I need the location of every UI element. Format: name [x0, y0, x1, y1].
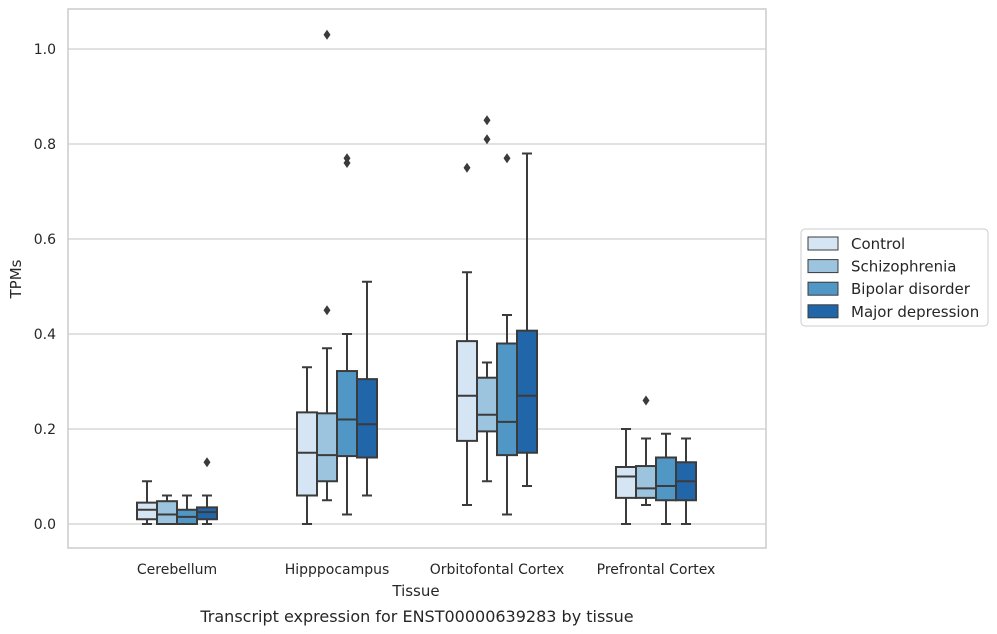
box — [516, 329, 538, 454]
box — [296, 411, 318, 497]
outlier-point — [203, 457, 211, 468]
outlier-point — [503, 153, 511, 164]
box — [316, 412, 338, 483]
box-group — [516, 152, 538, 487]
outlier-point — [642, 395, 650, 406]
box-group — [456, 162, 478, 506]
box — [336, 370, 358, 458]
gridlines — [68, 48, 766, 525]
legend-label: Schizophrenia — [851, 258, 956, 276]
box-group — [675, 437, 697, 525]
x-tick-label: Hipppocampus — [285, 562, 390, 578]
chart-caption: Transcript expression for ENST0000063928… — [199, 607, 633, 626]
box-group — [655, 432, 677, 525]
box — [635, 465, 657, 499]
box-group — [196, 457, 218, 525]
outlier-point — [323, 29, 331, 40]
x-axis-title: Tissue — [391, 582, 439, 600]
box — [356, 378, 378, 459]
y-tick-label: 0.0 — [34, 517, 56, 533]
box — [615, 466, 637, 499]
legend-swatch — [807, 259, 839, 274]
y-tick-label: 1.0 — [34, 42, 56, 58]
box-group — [136, 480, 158, 525]
x-tick-label: Cerebellum — [137, 562, 217, 578]
box-group — [615, 428, 637, 525]
box-group — [496, 153, 518, 516]
box-group — [296, 366, 318, 525]
box — [476, 376, 498, 433]
outlier-point — [343, 153, 351, 164]
legend-label: Control — [851, 235, 905, 253]
outlier-point — [323, 305, 331, 316]
x-tick-labels: Cerebellum Hipppocampus Orbitofontal Corte… — [137, 562, 715, 578]
boxes — [136, 29, 697, 526]
box-group — [316, 29, 338, 502]
y-axis-title: TPMs — [7, 259, 25, 299]
legend-label: Bipolar disorder — [851, 280, 971, 298]
box-group — [476, 115, 498, 483]
y-tick-label: 0.4 — [34, 327, 56, 343]
x-tick-label: Prefrontal Cortex — [597, 562, 716, 578]
legend-swatch — [807, 236, 839, 251]
legend-swatch — [807, 281, 839, 296]
legend: Control Schizophrenia Bipolar disorder Majo… — [800, 228, 989, 327]
box — [136, 501, 158, 521]
y-tick-labels: 0.0 0.2 0.4 0.6 0.8 1.0 — [34, 42, 56, 533]
legend-label: Major depression — [851, 303, 979, 321]
box — [655, 456, 677, 502]
box-group — [356, 280, 378, 497]
y-tick-label: 0.2 — [34, 422, 56, 438]
box-group — [176, 494, 198, 525]
outlier-point — [483, 134, 491, 145]
box — [456, 340, 478, 442]
y-tick-label: 0.8 — [34, 137, 56, 153]
legend-frame — [800, 228, 989, 327]
x-tick-label: Orbitofontal Cortex — [430, 562, 565, 578]
legend-swatch — [807, 304, 839, 319]
box — [156, 500, 178, 526]
box-group — [635, 395, 657, 506]
outlier-point — [483, 115, 491, 126]
box — [496, 342, 518, 457]
plot-border — [67, 8, 767, 549]
box-group — [156, 494, 178, 526]
y-tick-label: 0.6 — [34, 232, 56, 248]
outlier-point — [463, 162, 471, 173]
plot-frame — [67, 8, 767, 549]
box — [196, 506, 218, 521]
